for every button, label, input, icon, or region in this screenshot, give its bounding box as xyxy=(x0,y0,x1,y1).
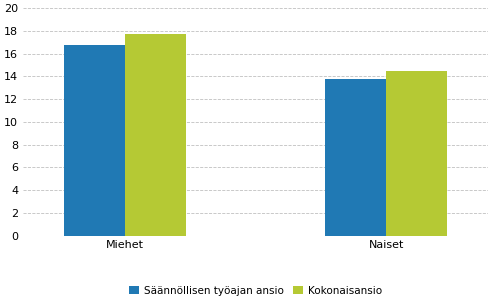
Bar xyxy=(325,79,386,236)
Bar xyxy=(125,34,186,236)
Bar xyxy=(386,71,447,236)
Bar xyxy=(64,45,125,236)
Legend: Säännöllisen työajan ansio, Kokonaisansio: Säännöllisen työajan ansio, Kokonaisansi… xyxy=(124,282,386,300)
